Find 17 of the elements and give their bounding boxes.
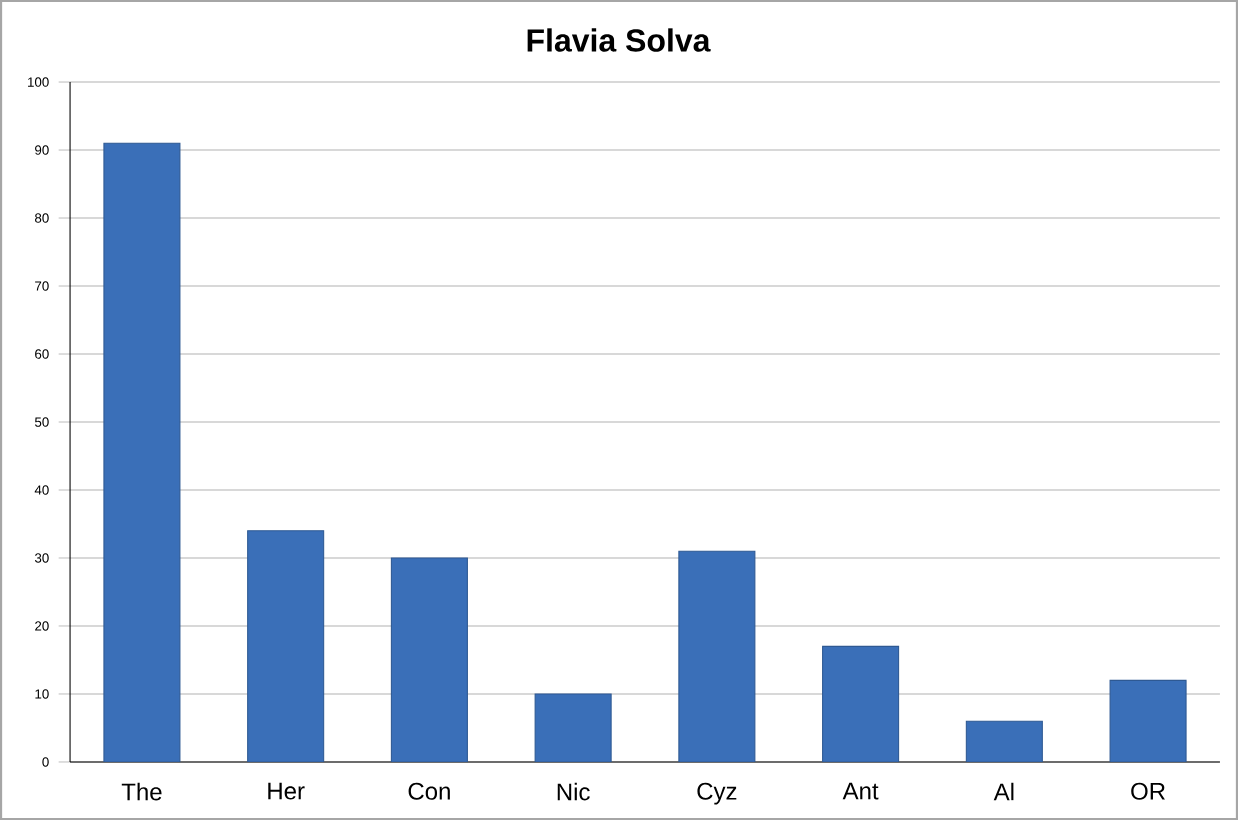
bar bbox=[822, 645, 900, 762]
bar bbox=[678, 550, 756, 762]
x-tick-label: Con bbox=[408, 782, 450, 800]
x-tick-label: The bbox=[121, 782, 162, 801]
x-tick-label: OR bbox=[1131, 782, 1165, 800]
x-tick-label: Cyz bbox=[697, 782, 737, 805]
bar bbox=[247, 530, 325, 762]
x-tick-label: Al bbox=[993, 782, 1014, 801]
x-tick-label: Her bbox=[268, 782, 305, 800]
x-tick-label: Ant bbox=[842, 782, 879, 800]
bar bbox=[103, 142, 181, 762]
bar bbox=[965, 720, 1043, 762]
bar bbox=[534, 693, 612, 762]
bar bbox=[1109, 679, 1187, 762]
chart-title: Flavia Solva bbox=[527, 28, 711, 52]
x-tick-label: Nic bbox=[557, 782, 590, 801]
bar bbox=[390, 557, 468, 762]
